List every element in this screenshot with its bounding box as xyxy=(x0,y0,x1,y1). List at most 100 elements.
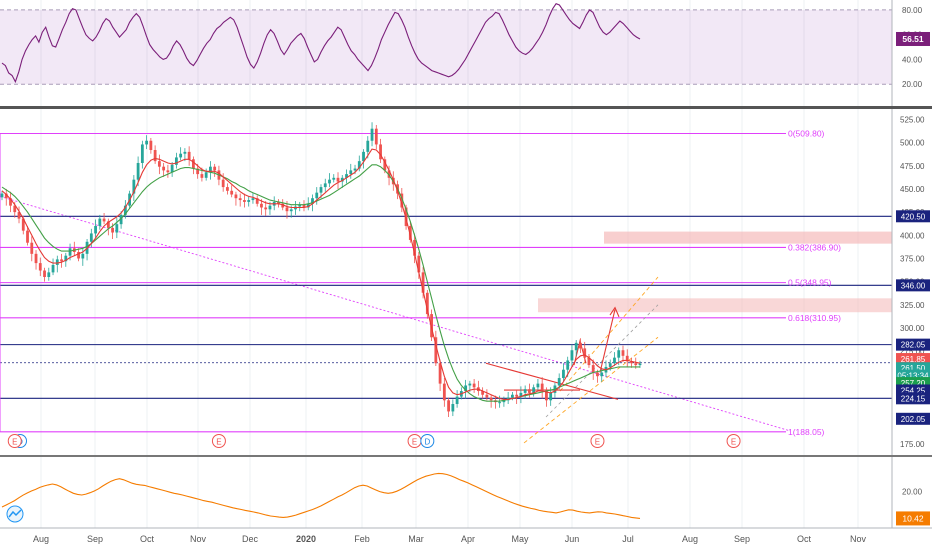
event-marker-label: E xyxy=(12,438,17,447)
price-badge-label: 202.05 xyxy=(901,415,926,424)
pane-divider xyxy=(0,106,932,109)
fib-level-label: 0(509.80) xyxy=(788,129,825,139)
candle-body xyxy=(13,205,17,213)
candle-body xyxy=(562,369,565,379)
candle-body xyxy=(328,179,331,184)
candle-body xyxy=(21,218,25,231)
candle-body xyxy=(34,253,38,264)
candle-body xyxy=(519,392,523,397)
rsi-band xyxy=(0,9,892,85)
candle-body xyxy=(634,363,638,366)
candle-body xyxy=(64,255,68,262)
candle-body xyxy=(255,198,259,204)
candle-body xyxy=(238,198,242,201)
candle-body xyxy=(638,363,642,366)
time-tick-label: Aug xyxy=(682,534,698,544)
candle-body xyxy=(298,204,302,207)
candle-body xyxy=(345,174,348,178)
candle-body xyxy=(157,161,161,167)
target-zone xyxy=(538,298,892,313)
candle-body xyxy=(557,378,561,386)
candle-body xyxy=(77,251,80,259)
time-tick-label: Aug xyxy=(33,534,49,544)
price-tick-label: 500.00 xyxy=(900,139,925,148)
candle-body xyxy=(421,272,425,293)
projection-arrow-head xyxy=(609,306,620,318)
price-axis: 80.0060.0040.0020.0056.51525.00500.00475… xyxy=(896,6,930,526)
volatility-tick-label: 20.00 xyxy=(902,488,923,497)
price-tick-label: 375.00 xyxy=(900,254,925,263)
fib-level-label: 0.5(348.95) xyxy=(788,278,832,288)
price-badge xyxy=(896,279,930,292)
candle-body xyxy=(221,179,225,188)
candle-body xyxy=(51,264,55,273)
price-tick-label: 325.00 xyxy=(900,301,925,310)
rsi-current-value: 56.51 xyxy=(902,34,924,44)
price-tick-label: 300.00 xyxy=(900,324,925,333)
rsi-tick-label: 40.00 xyxy=(902,55,923,64)
price-badge-label: 224.15 xyxy=(901,394,926,403)
candle-body xyxy=(417,255,421,273)
candle-body xyxy=(166,170,170,173)
candle-body xyxy=(353,168,357,171)
candle-body xyxy=(455,396,459,405)
time-tick-label: Jul xyxy=(622,534,634,544)
volatility-current-value: 10.42 xyxy=(902,513,924,523)
price-badge-label: 346.00 xyxy=(901,281,926,290)
price-badge xyxy=(896,353,930,366)
price-badge-label: 261.85 xyxy=(901,355,926,364)
rsi-tick-label: 80.00 xyxy=(902,6,923,15)
candle-body xyxy=(251,198,255,201)
candle-body xyxy=(511,394,514,398)
candle-body xyxy=(196,168,200,175)
price-badge xyxy=(896,412,930,425)
candle-body xyxy=(26,230,29,243)
candle-body xyxy=(200,174,204,178)
candle-body xyxy=(285,207,289,212)
candle-body xyxy=(434,337,438,364)
candle-body xyxy=(442,383,446,401)
candle-body xyxy=(30,242,34,254)
time-tick-label: Sep xyxy=(87,534,103,544)
time-tick-label: Nov xyxy=(190,534,207,544)
candle-body xyxy=(425,292,429,315)
candle-body xyxy=(47,272,51,278)
candle-body xyxy=(230,190,234,195)
candle-body xyxy=(387,170,391,178)
candle-body xyxy=(234,194,238,199)
candle-body xyxy=(540,383,544,392)
candle-body xyxy=(247,200,251,202)
fib-level-label: 0.618(310.95) xyxy=(788,313,841,323)
trend-line-dotted xyxy=(0,195,791,432)
moving-average-red xyxy=(1,148,641,400)
candle-body xyxy=(591,365,595,373)
price-tick-label: 525.00 xyxy=(900,115,925,124)
channel-lower xyxy=(523,336,659,444)
candle-body xyxy=(532,387,536,393)
candle-body xyxy=(472,383,476,388)
candle-body xyxy=(89,233,93,242)
candle-body xyxy=(374,128,378,145)
candle-body xyxy=(625,355,629,362)
candle-body xyxy=(17,212,21,219)
candle-body xyxy=(549,392,553,401)
candle-body xyxy=(226,187,229,191)
candle-body xyxy=(9,198,12,206)
price-tick-label: 400.00 xyxy=(900,231,925,240)
time-tick-label: May xyxy=(511,534,529,544)
event-marker-label: E xyxy=(595,438,600,447)
candle-body xyxy=(149,140,153,151)
candle-body xyxy=(583,348,587,358)
candle-body xyxy=(132,179,136,194)
price-badge-label: 05:13:34 xyxy=(897,372,929,381)
candle-body xyxy=(140,144,144,163)
candle-body xyxy=(613,357,616,364)
candle-body xyxy=(498,402,502,404)
candle-body xyxy=(204,172,208,178)
candle-body xyxy=(153,150,157,162)
time-tick-label: Sep xyxy=(734,534,750,544)
candle-body xyxy=(515,394,519,397)
rsi-pane xyxy=(0,3,892,85)
event-marker-label: E xyxy=(216,438,221,447)
